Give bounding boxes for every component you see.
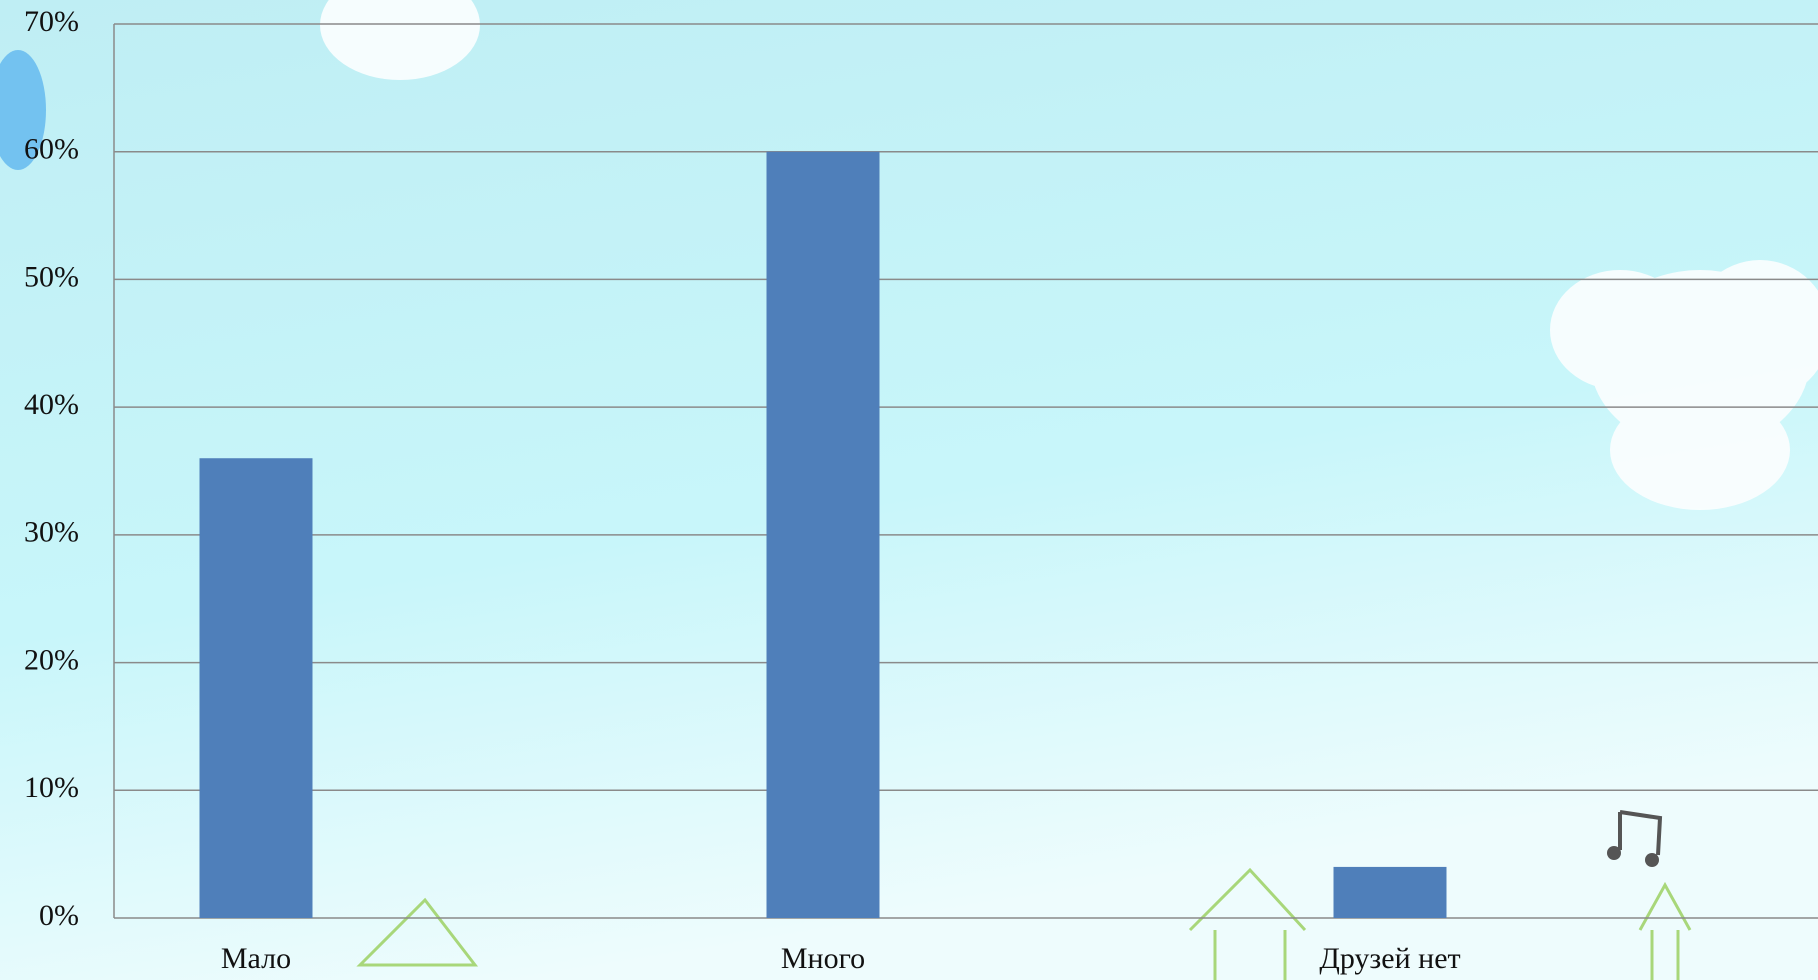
bar: [1333, 866, 1447, 918]
x-tick-label: Мало: [221, 942, 291, 975]
music-note: [1645, 853, 1659, 867]
y-tick-label: 40%: [24, 388, 79, 421]
cloud: [320, 0, 1818, 510]
balloon: [0, 50, 46, 170]
y-tick-label: 30%: [24, 516, 79, 549]
y-tick-label: 0%: [39, 899, 79, 932]
y-tick-label: 50%: [24, 260, 79, 293]
y-tick-label: 70%: [24, 5, 79, 38]
y-tick-label: 10%: [24, 771, 79, 804]
houses: [356, 867, 1692, 980]
y-tick-label: 20%: [24, 643, 79, 676]
music-note: [1618, 810, 1663, 856]
bar: [766, 151, 880, 918]
music-note: [1607, 846, 1621, 860]
bar: [199, 458, 313, 918]
x-tick-label: Много: [781, 942, 865, 975]
x-tick-label: Друзей нет: [1319, 942, 1460, 975]
y-tick-label: 60%: [24, 133, 79, 166]
